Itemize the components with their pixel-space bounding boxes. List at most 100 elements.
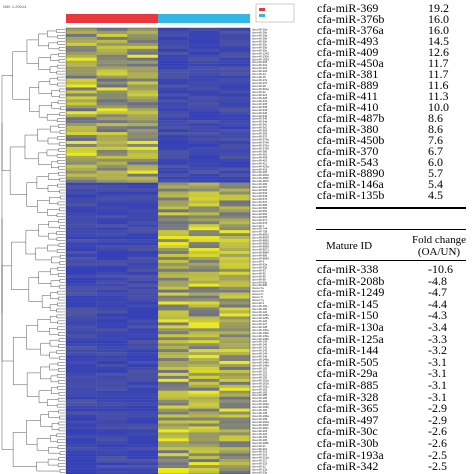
heatmap-cell — [188, 251, 220, 255]
heatmap-cell — [158, 253, 189, 258]
heatmap-cell — [219, 289, 251, 293]
row-label: cfa-miR-193b — [252, 405, 269, 409]
row-label: cfa-miR-218 — [252, 60, 268, 64]
heatmap-cell — [158, 441, 189, 445]
heatmap-cell — [96, 349, 128, 353]
heatmap-cell — [96, 233, 128, 237]
heatmap-cell — [127, 447, 159, 451]
heatmap-cell — [188, 114, 220, 118]
heatmap-cell — [66, 393, 97, 397]
heatmap-cell — [96, 420, 128, 424]
up-table-row: cfa-miR-889 11.6 — [312, 79, 462, 91]
heatmap-cell — [96, 280, 128, 284]
heatmap-cell — [66, 170, 97, 174]
heatmap-cell — [219, 313, 251, 317]
heatmap-cell — [127, 399, 159, 403]
heatmap-cell — [158, 259, 189, 264]
row-label: cfa-miR-8832 — [252, 233, 269, 237]
row-label: cfa-miR-95 — [252, 271, 266, 275]
dendrogram-branch — [57, 320, 65, 325]
heatmap-cell — [188, 417, 220, 421]
heatmap-cell — [66, 227, 97, 231]
dendrogram-branch — [49, 78, 58, 85]
up-table-fold-change: 12.6 — [428, 45, 449, 59]
heatmap-cell — [219, 90, 251, 94]
heatmap-cell — [96, 152, 128, 157]
heatmap-cell — [127, 215, 159, 219]
heatmap-frame — [65, 27, 251, 474]
heatmap-cell — [66, 209, 97, 213]
dendrogram-branch — [58, 427, 65, 432]
up-table-mature-id: cfa-miR-889 — [317, 78, 379, 92]
heatmap-cell — [188, 387, 220, 391]
heatmap-cell — [188, 194, 220, 198]
up-table-fold-change: 16.0 — [428, 23, 449, 37]
heatmap-cell — [66, 420, 97, 424]
heatmap-cell — [127, 271, 159, 275]
down-table-row: cfa-miR-29a -3.1 — [312, 367, 462, 379]
row-label: cfa-miR-140 — [252, 343, 268, 347]
heatmap-cell — [127, 361, 159, 365]
heatmap-cell — [219, 447, 251, 451]
dendrogram-branch — [40, 366, 51, 380]
heatmap-cell — [158, 450, 189, 454]
heatmap-cell — [158, 30, 189, 35]
dendrogram-branch — [59, 112, 65, 116]
heatmap-cell — [127, 135, 159, 139]
dendrogram-branch — [1, 75, 13, 171]
heatmap-cell — [219, 340, 251, 344]
heatmap-cell — [96, 212, 128, 216]
heatmap-cell — [96, 188, 128, 192]
heatmap-cell — [219, 206, 251, 210]
heatmap-cell — [96, 36, 128, 41]
heatmap-cell — [66, 310, 97, 314]
heatmap-cell — [188, 105, 220, 109]
heatmap-cell — [158, 468, 189, 472]
heatmap-cell — [96, 111, 128, 115]
down-table-mature-id: cfa-miR-145 — [317, 296, 379, 311]
heatmap-cell — [158, 87, 189, 91]
row-label: cfa-miR-505 — [252, 188, 268, 192]
heatmap-cell — [96, 456, 128, 460]
heatmap-cell — [127, 51, 159, 55]
heatmap-cell — [127, 233, 159, 237]
heatmap-cell — [127, 390, 159, 394]
down-table-row: cfa-miR-125a -3.3 — [312, 333, 462, 345]
dendrogram-branch — [1, 218, 14, 450]
dendrogram-branch — [51, 423, 59, 430]
heatmap-cell — [219, 138, 251, 142]
dendrogram-branch — [28, 277, 43, 302]
heatmap-cell — [188, 471, 220, 474]
heatmap-cell — [96, 346, 128, 350]
heatmap-cell — [219, 390, 251, 394]
heatmap-cell — [158, 245, 189, 249]
down-table-fold-change: -10.6 — [428, 262, 453, 276]
heatmap-cell — [96, 283, 128, 287]
down-table-row: cfa-miR-130a -3.4 — [312, 321, 462, 333]
dendrogram-branch — [59, 415, 65, 420]
heatmap-cell — [127, 286, 159, 290]
row-label: cfa-miR-127 — [252, 322, 268, 326]
heatmap-cell — [158, 337, 189, 341]
heatmap-cell — [188, 402, 220, 406]
heatmap-cell — [158, 304, 189, 308]
heatmap-cell — [66, 456, 97, 460]
heatmap-cell — [158, 265, 189, 270]
heatmap-cell — [158, 140, 189, 145]
heatmap-cell — [219, 132, 251, 136]
heatmap-cell — [66, 123, 97, 127]
heatmap-cell — [66, 152, 97, 157]
row-label: cfa-miR-345 — [252, 117, 268, 121]
heatmap-cell — [66, 108, 97, 112]
heatmap-cell — [96, 66, 128, 70]
heatmap-cell — [127, 402, 159, 406]
up-table-row: cfa-miR-411 11.3 — [312, 90, 462, 102]
dendrogram-branch — [59, 189, 65, 194]
heatmap-cell — [219, 39, 251, 44]
dendrogram-branch — [9, 146, 27, 195]
heatmap-cell — [66, 138, 97, 142]
heatmap-cell — [127, 188, 159, 192]
heatmap-cell — [219, 224, 251, 228]
heatmap-cell — [188, 361, 220, 365]
down-table-row: cfa-miR-30c -2.6 — [312, 425, 462, 437]
